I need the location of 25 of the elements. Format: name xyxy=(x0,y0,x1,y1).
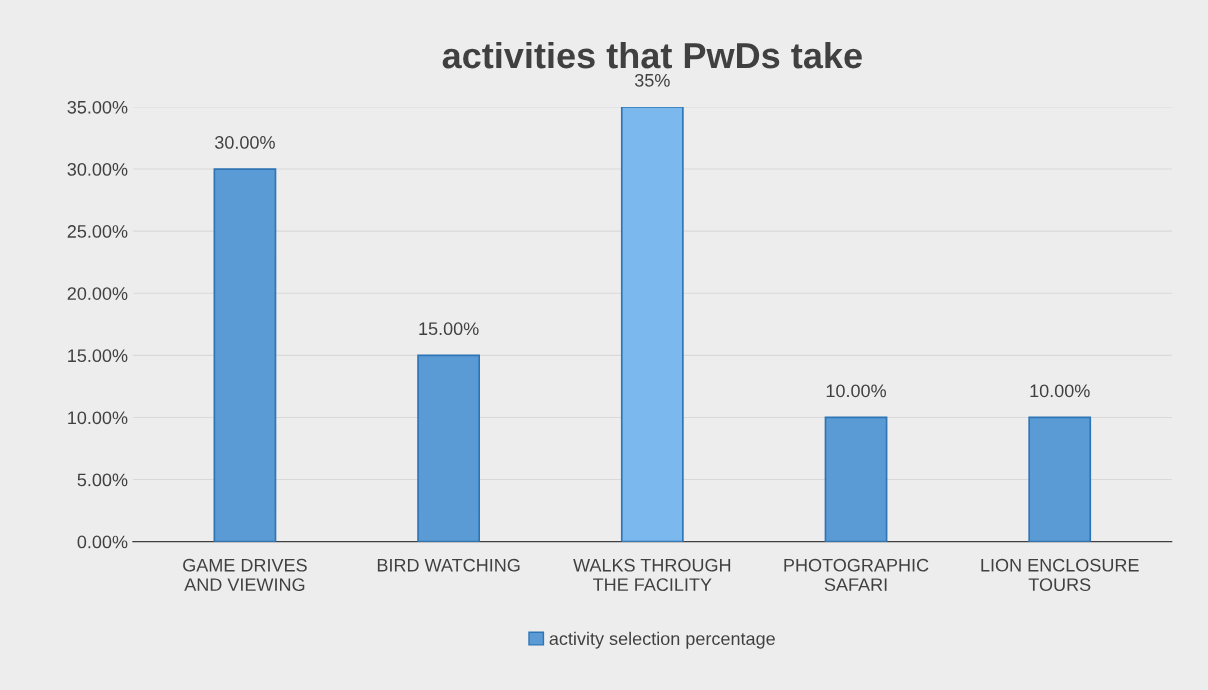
x-tick-label: WALKS THROUGH THE FACILITY xyxy=(573,558,731,592)
x-tick-label: BIRD WATCHING xyxy=(377,558,520,572)
data-label: 30.00% xyxy=(214,136,275,149)
bar xyxy=(417,354,481,542)
y-tick-label: 35.00% xyxy=(67,100,128,114)
data-label: 10.00% xyxy=(1030,384,1090,398)
data-label: 10.00% xyxy=(826,384,886,398)
legend-label: activity selection percentage xyxy=(549,631,775,649)
y-tick-label: 30.00% xyxy=(67,162,128,176)
bar xyxy=(1028,416,1092,542)
bar xyxy=(213,168,277,542)
y-tick-label: 10.00% xyxy=(68,411,128,425)
x-tick-label: PHOTOGRAPHIC SAFARI xyxy=(784,558,929,592)
bar xyxy=(620,106,684,542)
x-tick-label: GAME DRIVES AND VIEWING xyxy=(183,558,307,592)
bar xyxy=(824,416,888,542)
data-label: 15.00% xyxy=(419,322,479,336)
y-tick-label: 25.00% xyxy=(67,225,128,238)
x-tick-label: LION ENCLOSURE TOURS xyxy=(981,558,1139,592)
data-label: 35% xyxy=(634,73,670,87)
y-tick-label: 0.00% xyxy=(77,535,128,549)
y-tick-label: 20.00% xyxy=(67,287,128,300)
y-tick-label: 15.00% xyxy=(68,349,128,363)
chart-title: activities that PwDs take xyxy=(442,41,862,69)
y-tick-label: 5.00% xyxy=(77,473,128,487)
